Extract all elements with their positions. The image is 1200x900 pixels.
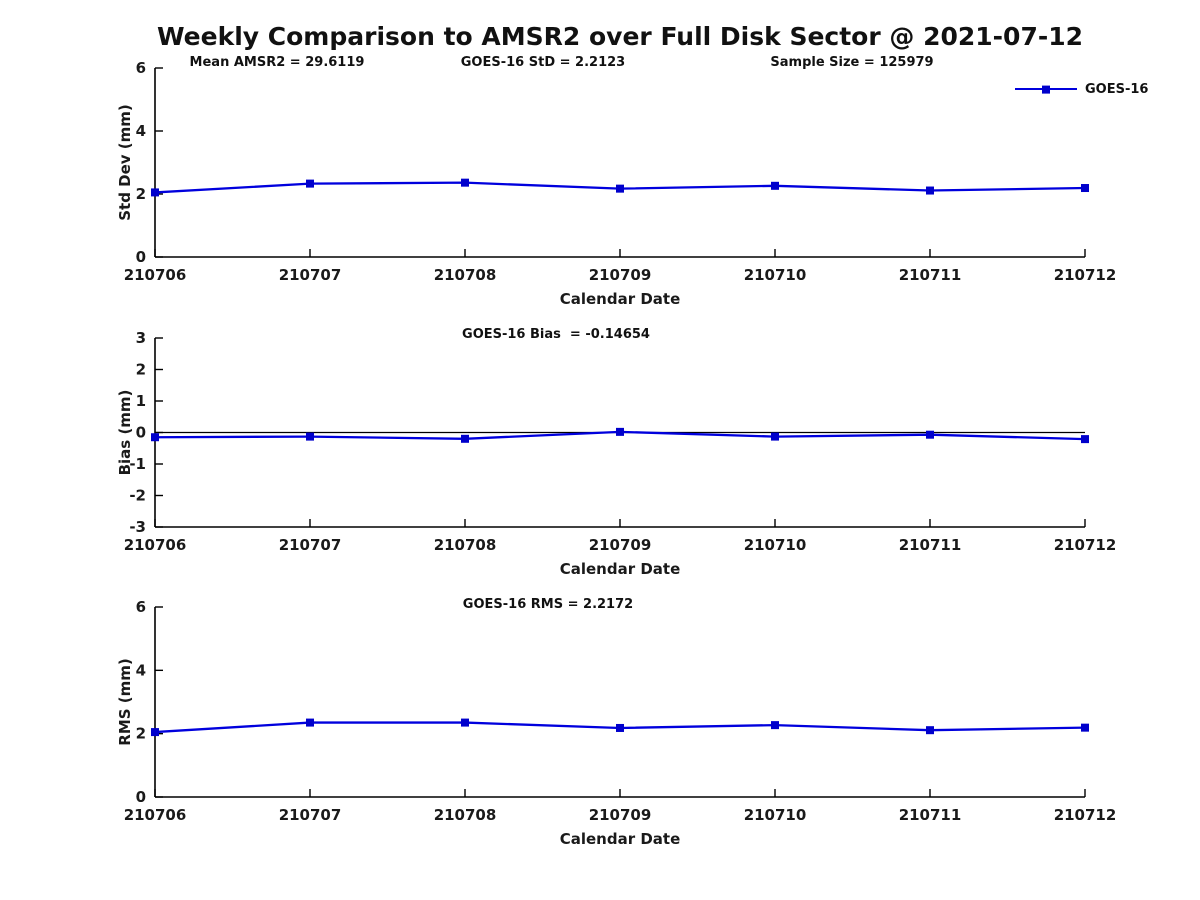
x-tick-label: 210709 — [589, 266, 652, 284]
data-point — [771, 721, 779, 730]
y-tick-label: -1 — [129, 455, 146, 473]
data-point — [461, 178, 469, 187]
data-point — [306, 179, 314, 188]
x-tick-label: 210707 — [279, 536, 342, 554]
data-point — [771, 432, 779, 441]
annotation-mean-amsr2: Mean AMSR2 = 29.6119 — [189, 55, 365, 70]
y-tick-label: -3 — [129, 518, 146, 536]
x-tick-label: 210706 — [124, 536, 187, 554]
x-tick-label: 210712 — [1054, 536, 1117, 554]
y-tick-label: 4 — [136, 661, 146, 679]
legend-label: GOES-16 — [1085, 81, 1149, 97]
data-point — [1081, 184, 1089, 193]
subplot-3: 0 2 4 6 210706 210707 210708 210709 210710 210711… — [116, 598, 1116, 848]
x-tick-label: 210709 — [589, 536, 652, 554]
x-tick-label: 210706 — [124, 266, 187, 284]
data-point — [461, 718, 469, 727]
data-point — [616, 427, 624, 436]
data-point — [306, 718, 314, 727]
data-point — [926, 430, 934, 439]
x-tick-label: 210706 — [124, 806, 187, 824]
figure-title: Weekly Comparison to AMSR2 over Full Dis… — [156, 22, 1084, 51]
x-tick-label: 210711 — [899, 806, 962, 824]
subplot-rms-title: GOES-16 RMS = 2.2172 — [462, 597, 634, 612]
x-tick-label: 210709 — [589, 806, 652, 824]
x-tick-label: 210711 — [899, 536, 962, 554]
data-point — [461, 434, 469, 443]
x-tick-label: 210708 — [434, 266, 497, 284]
legend-line-sample — [1015, 85, 1077, 94]
data-point — [926, 186, 934, 195]
y-tick-label: 0 — [136, 788, 146, 806]
x-tick-label: 210712 — [1054, 266, 1117, 284]
y-axis-label: RMS (mm) — [116, 658, 134, 745]
y-tick-label: 1 — [136, 392, 146, 410]
y-tick-label: 2 — [136, 361, 146, 379]
data-point — [151, 433, 159, 442]
data-point — [151, 728, 159, 737]
x-tick-label: 210710 — [744, 266, 807, 284]
y-axis-label: Std Dev (mm) — [116, 104, 134, 221]
data-point — [926, 726, 934, 735]
x-tick-label: 210708 — [434, 536, 497, 554]
x-axis-label: Calendar Date — [560, 560, 681, 578]
x-axis-label: Calendar Date — [560, 830, 681, 848]
x-tick-label: 210708 — [434, 806, 497, 824]
y-tick-label: 3 — [136, 329, 146, 347]
data-point — [306, 432, 314, 441]
subplot-bias-title: GOES-16 Bias = -0.14654 — [462, 327, 650, 342]
data-point — [616, 723, 624, 732]
x-tick-label: 210710 — [744, 806, 807, 824]
y-tick-label: 0 — [136, 248, 146, 266]
y-tick-label: -2 — [129, 487, 146, 505]
data-point — [616, 184, 624, 193]
data-point — [151, 188, 159, 197]
x-tick-label: 210712 — [1054, 806, 1117, 824]
legend-square-marker-icon — [1042, 85, 1050, 94]
x-tick-label: 210707 — [279, 266, 342, 284]
y-tick-label: 6 — [136, 59, 146, 77]
x-tick-label: 210710 — [744, 536, 807, 554]
x-tick-label: 210707 — [279, 806, 342, 824]
x-tick-label: 210711 — [899, 266, 962, 284]
y-tick-label: 2 — [136, 725, 146, 743]
subplot-1: 0 2 4 6 210706 210707 210708 210709 210710 210711… — [116, 59, 1116, 308]
y-axis-label: Bias (mm) — [116, 390, 134, 476]
legend: GOES-16 — [1015, 81, 1149, 97]
data-point — [1081, 435, 1089, 444]
y-tick-label: 4 — [136, 122, 146, 140]
annotation-goes16-std: GOES-16 StD = 2.2123 — [460, 55, 626, 70]
y-tick-label: 6 — [136, 598, 146, 616]
y-tick-label: 0 — [136, 424, 146, 442]
data-point — [771, 181, 779, 190]
x-axis-label: Calendar Date — [560, 290, 681, 308]
annotation-sample-size: Sample Size = 125979 — [770, 55, 934, 70]
data-point — [1081, 723, 1089, 732]
y-tick-label: 2 — [136, 185, 146, 203]
